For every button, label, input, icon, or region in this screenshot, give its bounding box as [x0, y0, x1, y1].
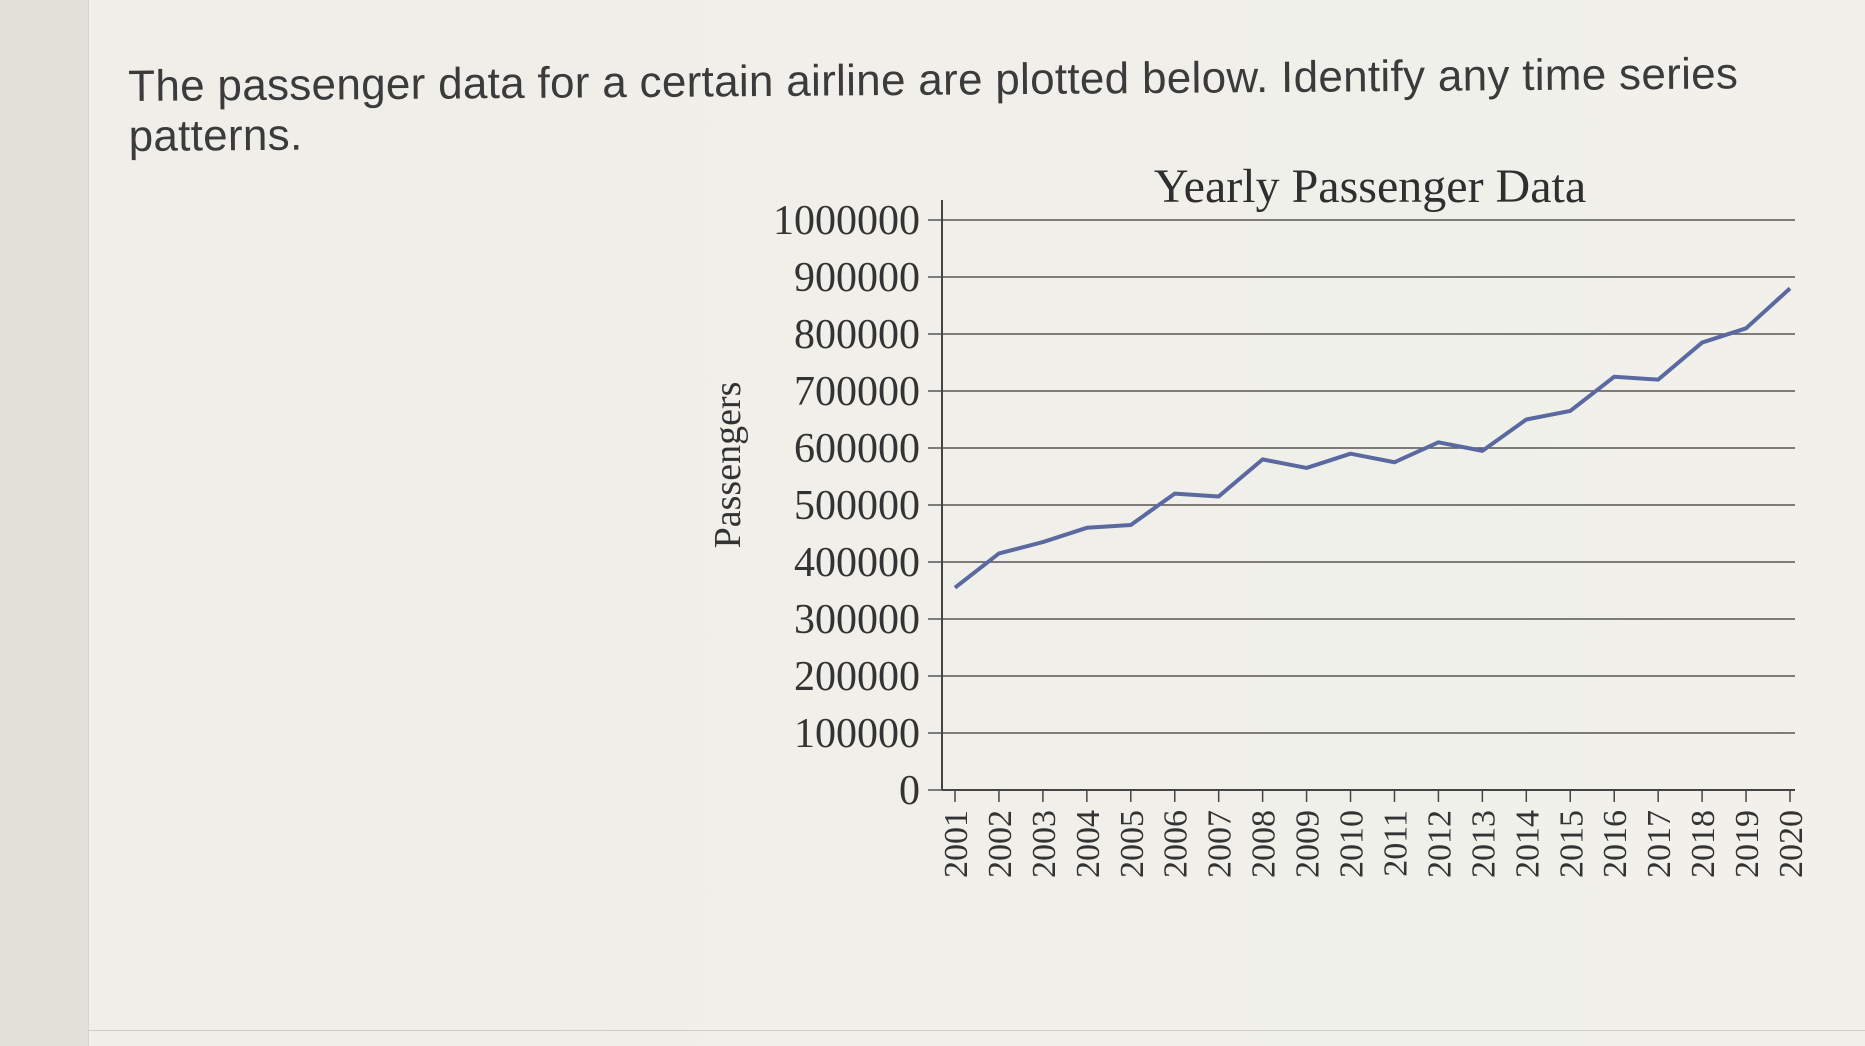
x-tick-label: 2002: [982, 810, 1019, 878]
x-tick-label: 2006: [1158, 810, 1195, 878]
x-tick-label: 2003: [1026, 810, 1063, 878]
x-tick-label: 2007: [1202, 810, 1239, 878]
x-tick-label: 2008: [1246, 810, 1283, 878]
x-tick-label: 2018: [1685, 810, 1722, 878]
y-tick-label: 400000: [794, 540, 920, 586]
x-tick-label: 2004: [1070, 810, 1107, 878]
x-tick-label: 2014: [1509, 810, 1546, 878]
x-tick-label: 2011: [1377, 810, 1414, 877]
x-tick-label: 2001: [938, 810, 975, 878]
y-tick-label: 200000: [794, 654, 920, 700]
x-tick-label: 2020: [1773, 810, 1810, 878]
y-axis-label: Passengers: [707, 382, 749, 549]
y-tick-label: 1000000: [773, 198, 920, 244]
x-tick-label: 2012: [1421, 810, 1458, 878]
left-margin-strip: [0, 0, 89, 1046]
x-tick-label: 2017: [1641, 810, 1678, 878]
line-chart: Yearly Passenger Data 0 100000 200000 300000…: [707, 160, 1810, 878]
x-tick-label: 2015: [1553, 810, 1590, 878]
y-tick-label: 500000: [794, 483, 920, 529]
x-tick-label: 2010: [1334, 810, 1371, 878]
y-tick-label: 600000: [794, 426, 920, 472]
x-tick-label: 2009: [1290, 810, 1327, 878]
y-tick-label: 700000: [794, 369, 920, 415]
y-tick-label: 300000: [794, 597, 920, 643]
series-line: [953, 286, 1792, 590]
chart-container: Yearly Passenger Data 0 100000 200000 300000…: [700, 150, 1865, 950]
x-tick-label: 2016: [1597, 810, 1634, 878]
question-text: The passenger data for a certain airline…: [128, 49, 1739, 161]
x-tick-label: 2013: [1465, 810, 1502, 878]
y-tick-label: 100000: [794, 711, 920, 757]
y-tick-label: 900000: [794, 255, 920, 301]
y-tick-label: 0: [899, 768, 920, 814]
divider: [88, 1030, 1865, 1031]
y-tick-label: 800000: [794, 312, 920, 358]
x-tick-label: 2019: [1729, 810, 1766, 878]
x-tick-label: 2005: [1114, 810, 1151, 878]
chart-title: Yearly Passenger Data: [1154, 160, 1586, 213]
